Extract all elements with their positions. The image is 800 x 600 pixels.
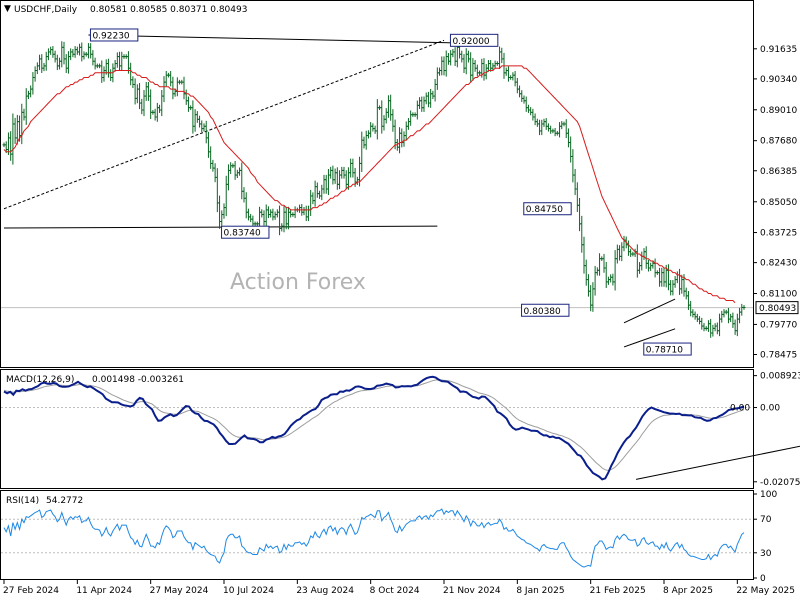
rsi-panel-frame [0, 490, 754, 580]
macd-panel [1, 375, 800, 481]
price-trendline [3, 39, 445, 210]
last-price-label: 0.80493 [759, 304, 796, 314]
macd-line [3, 375, 745, 481]
rsi-panel [1, 508, 753, 568]
macd-panel-frame [0, 369, 754, 489]
price-y-tick-label: 0.79770 [760, 320, 797, 330]
price-annotation-label: 0.80380 [524, 307, 561, 317]
x-tick-label: 21 Nov 2024 [443, 586, 501, 596]
price-annotation-box [521, 303, 570, 317]
price-y-tick-label: 0.86385 [760, 167, 797, 177]
price-annotation-box [449, 33, 499, 47]
symbol-label: USDCHF,Daily [14, 5, 78, 15]
rsi-y-tick-label: 100 [760, 490, 777, 500]
macd-y-tick-label: 0.008923 [760, 372, 800, 382]
x-tick-label: 27 May 2024 [150, 586, 209, 596]
x-tick-label: 21 Feb 2025 [590, 586, 646, 596]
rsi-title: RSI(14) [6, 496, 39, 506]
price-y-tick-label: 0.82430 [760, 259, 797, 269]
price-annotation-box [643, 342, 692, 356]
price-annotation-box [523, 202, 572, 216]
macd-y-tick-label: -0.020759 [760, 478, 800, 488]
ohlc-readout: 0.80581 0.80585 0.80371 0.80493 [90, 5, 247, 15]
axes: 0.91635 0.90340 0.89010 0.87680 0.86385 0.850… [3, 45, 800, 596]
price-trendline [3, 225, 438, 229]
rsi-y-tick-label: 0 [760, 574, 766, 584]
macd-signal-line [3, 379, 745, 472]
x-tick-label: 8 Oct 2024 [370, 586, 420, 596]
ma-line [3, 65, 736, 304]
rsi-y-tick-label: 30 [760, 549, 772, 559]
price-y-tick-label: 0.78475 [760, 351, 797, 361]
price-y-tick-label: 0.89010 [760, 106, 797, 116]
rsi-line [3, 508, 745, 568]
price-y-tick-label: 0.87680 [760, 137, 797, 147]
macd-title: MACD(12,26,9) [6, 375, 74, 385]
macd-y-tick-label: 0.00 [760, 404, 780, 414]
price-trendline [88, 34, 489, 45]
rsi-y-tick-label: 70 [760, 515, 772, 525]
price-panel: 0.92230 0.92000 0.83740 0.84750 0.80380 0.787… [1, 28, 753, 356]
macd-values: 0.001498 -0.003261 [92, 375, 184, 385]
rsi-value: 54.2772 [46, 496, 83, 506]
x-tick-label: 22 May 2025 [736, 586, 795, 596]
last-price-box [755, 301, 799, 315]
x-tick-label: 27 Feb 2024 [3, 586, 59, 596]
macd-trendline [635, 445, 800, 480]
price-y-tick-label: 0.91635 [760, 45, 797, 55]
price-y-tick-label: 0.81100 [760, 290, 797, 300]
x-tick-label: 8 Apr 2025 [663, 586, 713, 596]
price-trendline [623, 298, 676, 324]
x-tick-label: 10 Jul 2024 [223, 586, 274, 596]
price-panel-frame [0, 0, 754, 368]
price-trendline [623, 328, 676, 348]
watermark: Action Forex [230, 270, 366, 295]
price-annotation-box [89, 28, 139, 42]
price-annotation-label: 0.92230 [92, 31, 129, 41]
collapse-triangle-icon[interactable]: ▼ [4, 4, 11, 14]
macd-last-value: 0.00 [730, 404, 750, 414]
price-y-tick-label: 0.85050 [760, 198, 797, 208]
price-y-tick-label: 0.83725 [760, 229, 797, 239]
price-annotation-box [221, 225, 270, 239]
x-tick-label: 23 Aug 2024 [296, 586, 354, 596]
price-annotation-label: 0.92000 [452, 37, 489, 47]
x-tick-label: 8 Jan 2025 [516, 586, 564, 596]
price-y-tick-label: 0.90340 [760, 75, 797, 85]
price-annotation-label: 0.83740 [224, 229, 261, 239]
price-annotation-label: 0.78710 [646, 346, 683, 356]
x-tick-label: 11 Apr 2024 [76, 586, 132, 596]
price-annotation-label: 0.84750 [526, 205, 563, 215]
